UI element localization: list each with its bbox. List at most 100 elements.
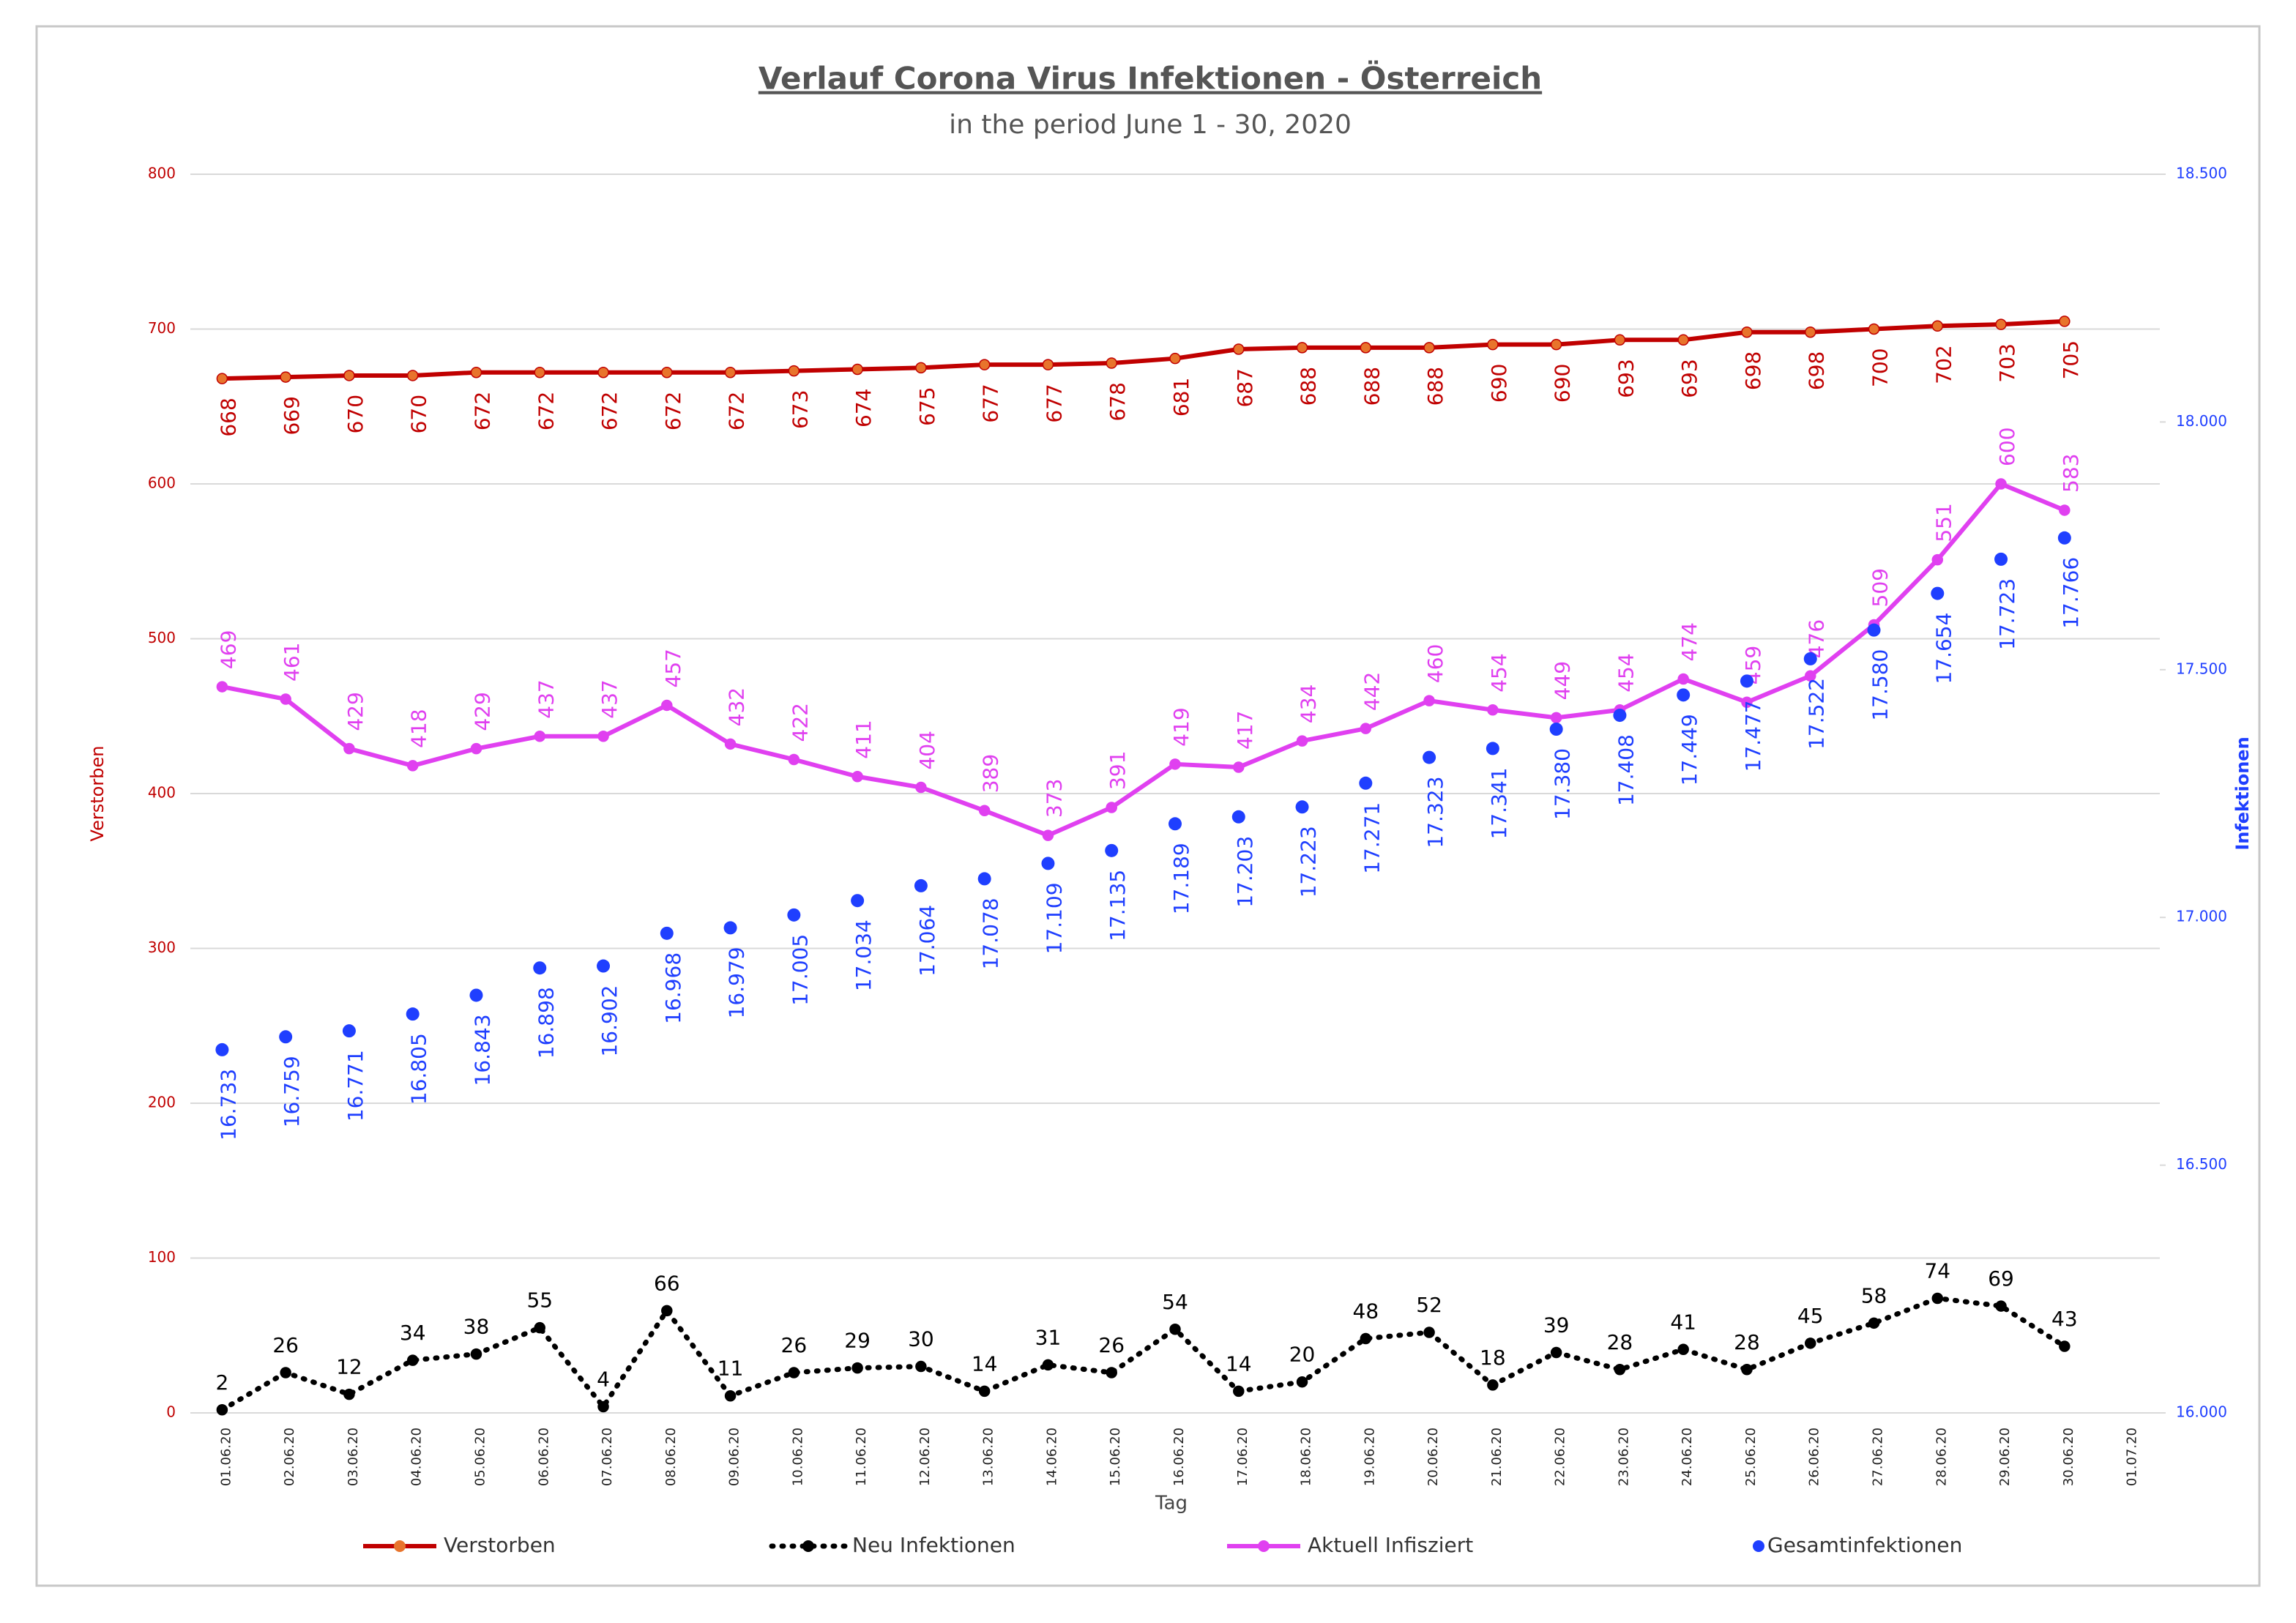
data-label: 17.723 xyxy=(1995,578,2019,650)
data-point xyxy=(915,781,927,794)
data-point xyxy=(1423,750,1436,764)
data-point xyxy=(216,373,228,384)
y-tick-label: 600 xyxy=(148,474,176,492)
x-tick-label: 08.06.20 xyxy=(663,1428,679,1486)
x-tick-label: 21.06.20 xyxy=(1489,1428,1505,1486)
data-label: 4 xyxy=(597,1368,610,1392)
x-tick-label: 27.06.20 xyxy=(1871,1428,1886,1486)
y2-axis-label: Infektionen xyxy=(2232,736,2253,850)
data-point xyxy=(1486,742,1499,755)
data-point xyxy=(1042,829,1054,841)
data-label: 404 xyxy=(915,731,939,769)
data-point xyxy=(788,365,800,377)
data-point xyxy=(1994,552,2008,566)
data-point xyxy=(1867,623,1881,637)
data-point xyxy=(1105,843,1119,857)
data-label: 417 xyxy=(1233,711,1257,750)
data-label: 672 xyxy=(661,392,685,430)
data-label: 17.223 xyxy=(1297,826,1321,898)
data-point xyxy=(1360,723,1372,734)
x-tick-label: 13.06.20 xyxy=(981,1428,996,1486)
data-label: 66 xyxy=(654,1271,680,1295)
data-label: 509 xyxy=(1868,568,1893,607)
data-point xyxy=(1931,586,1945,600)
data-point xyxy=(1360,1332,1372,1345)
data-point xyxy=(915,362,927,374)
data-label: 17.078 xyxy=(979,898,1003,969)
x-tick-label: 24.06.20 xyxy=(1680,1428,1695,1486)
data-label: 17.005 xyxy=(788,934,812,1006)
data-point xyxy=(1740,674,1753,688)
data-point xyxy=(1614,1364,1626,1376)
y-tick-label: 100 xyxy=(148,1248,176,1266)
data-label: 677 xyxy=(979,384,1003,422)
data-point xyxy=(1613,709,1627,723)
data-point xyxy=(1677,1343,1689,1356)
data-label: 17.034 xyxy=(851,919,876,991)
data-point xyxy=(534,730,546,742)
y-tick-label: 700 xyxy=(148,319,176,337)
x-tick-label: 03.06.20 xyxy=(346,1428,361,1486)
data-point xyxy=(406,1007,420,1021)
data-point xyxy=(1041,857,1055,870)
data-point xyxy=(978,805,991,817)
data-label: 702 xyxy=(1931,345,1956,384)
data-point xyxy=(978,359,991,370)
data-label: 461 xyxy=(280,643,304,682)
data-label: 30 xyxy=(908,1327,934,1351)
chart-subtitle: in the period June 1 - 30, 2020 xyxy=(949,110,1352,140)
data-label: 583 xyxy=(2059,454,2083,493)
data-label: 17.580 xyxy=(1868,649,1893,721)
data-point xyxy=(1677,673,1689,685)
data-point xyxy=(469,988,483,1002)
data-label: 681 xyxy=(1169,378,1193,417)
y-axis-label: Verstorben xyxy=(87,746,108,842)
y-tick-label: 200 xyxy=(148,1094,176,1111)
data-label: 673 xyxy=(788,390,812,429)
x-tick-label: 10.06.20 xyxy=(790,1428,805,1486)
data-label: 700 xyxy=(1868,348,1893,387)
data-label: 600 xyxy=(1995,428,2019,466)
chart-border xyxy=(35,25,2261,1587)
data-point xyxy=(1487,1379,1499,1391)
data-point xyxy=(406,370,419,381)
data-point xyxy=(977,872,991,886)
data-point xyxy=(660,926,674,940)
data-label: 411 xyxy=(851,720,876,758)
data-point xyxy=(1803,652,1817,665)
data-point xyxy=(1549,723,1563,736)
data-point xyxy=(1042,1359,1054,1371)
data-point xyxy=(216,681,228,693)
series-line xyxy=(221,482,2065,838)
data-point xyxy=(470,742,482,755)
data-point xyxy=(1677,334,1689,346)
data-point xyxy=(1487,704,1499,716)
data-point xyxy=(1741,326,1753,338)
data-label: 690 xyxy=(1551,364,1575,403)
data-label: 698 xyxy=(1741,351,1765,390)
data-label: 693 xyxy=(1677,359,1702,398)
data-point xyxy=(851,363,863,376)
data-label: 18 xyxy=(1480,1346,1506,1370)
x-tick-label: 18.06.20 xyxy=(1299,1428,1314,1486)
data-point xyxy=(1296,1376,1308,1388)
data-label: 672 xyxy=(725,392,749,430)
data-label: 55 xyxy=(526,1288,553,1313)
data-label: 668 xyxy=(216,398,240,436)
data-point xyxy=(534,1321,546,1334)
data-label: 17.271 xyxy=(1360,802,1384,874)
y-tick-label: 500 xyxy=(148,629,176,646)
data-label: 474 xyxy=(1677,622,1702,661)
data-point xyxy=(724,366,737,378)
data-label: 28 xyxy=(1734,1330,1760,1354)
data-label: 16.843 xyxy=(470,1014,494,1086)
data-point xyxy=(1995,478,2007,490)
data-point xyxy=(1804,326,1816,338)
x-tick-label: 01.07.20 xyxy=(2125,1428,2140,1486)
data-label: 675 xyxy=(915,387,939,425)
data-point xyxy=(915,1360,927,1373)
data-point xyxy=(1423,1327,1435,1338)
data-point xyxy=(1423,342,1435,354)
data-point xyxy=(1550,1346,1562,1359)
